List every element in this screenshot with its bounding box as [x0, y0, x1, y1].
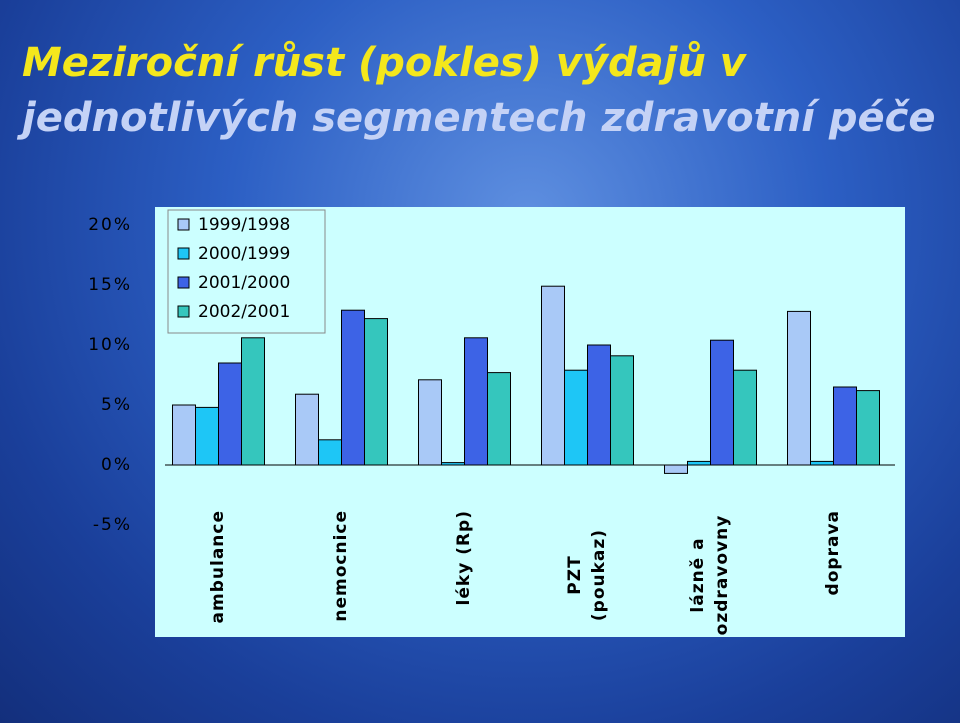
y-tick-label: 0% — [101, 455, 132, 475]
bar — [856, 390, 880, 466]
bar — [710, 339, 734, 466]
bar — [687, 460, 711, 466]
bar — [541, 285, 565, 466]
y-tick-label: 10% — [88, 335, 132, 355]
legend-label: 2000/1999 — [198, 244, 290, 264]
bar — [733, 369, 757, 466]
legend-swatch — [177, 305, 190, 318]
bar — [610, 355, 634, 466]
y-tick-label: -5% — [93, 515, 132, 535]
title-line: Meziroční růst (pokles) výdajů v — [22, 40, 746, 86]
bar — [787, 310, 811, 466]
title-line: jednotlivých segmentech zdravotní péče — [22, 95, 936, 141]
bar — [441, 462, 465, 466]
x-tick-label: lázně a ozdravovny — [687, 514, 732, 636]
bar — [364, 318, 388, 466]
bar — [172, 404, 196, 466]
bar — [418, 379, 442, 466]
legend-box — [167, 209, 326, 334]
y-tick-label: 20% — [88, 215, 132, 235]
legend-label: 2001/2000 — [198, 273, 290, 293]
legend-label: 2002/2001 — [198, 302, 290, 322]
bar — [218, 362, 242, 466]
bar — [833, 386, 857, 466]
bar — [487, 372, 511, 466]
bar — [241, 337, 265, 466]
legend-swatch — [177, 218, 190, 231]
bar — [295, 393, 319, 466]
bar — [664, 464, 688, 474]
x-tick-label: léky (Rp) — [453, 510, 474, 606]
bar — [464, 337, 488, 466]
bar — [195, 406, 219, 466]
x-tick-label: nemocnice — [330, 510, 351, 622]
y-tick-label: 5% — [101, 395, 132, 415]
bar — [587, 344, 611, 466]
bar — [318, 439, 342, 466]
legend-swatch — [177, 276, 190, 289]
y-tick-label: 15% — [88, 275, 132, 295]
bar — [564, 369, 588, 466]
x-tick-label: ambulance — [207, 510, 228, 624]
x-tick-label: PZT (poukaz) — [564, 528, 609, 622]
x-tick-label: doprava — [822, 510, 843, 596]
bar — [810, 460, 834, 466]
legend-label: 1999/1998 — [198, 215, 290, 235]
legend-swatch — [177, 247, 190, 260]
bar — [341, 309, 365, 466]
